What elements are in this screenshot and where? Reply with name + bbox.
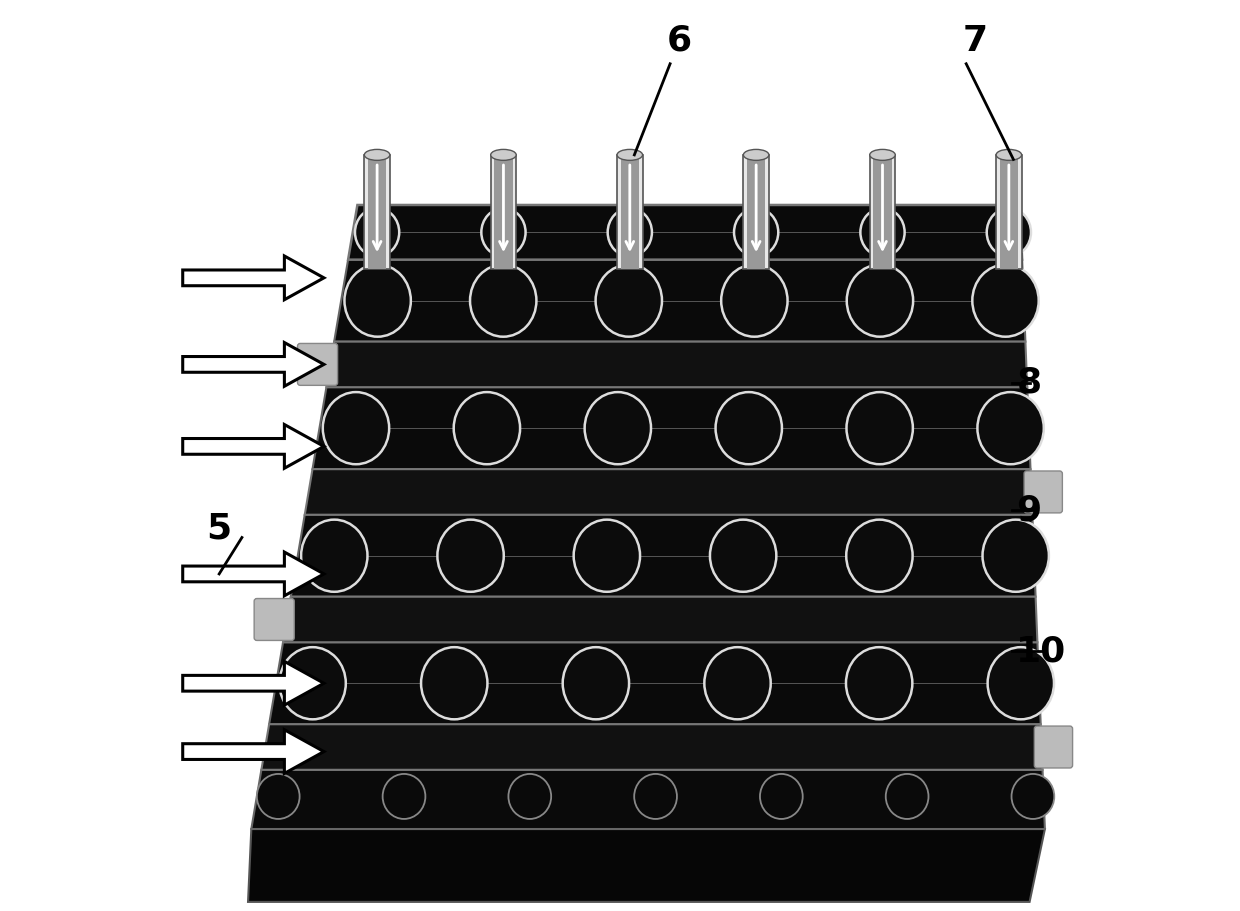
Ellipse shape [996,149,1022,160]
Ellipse shape [618,149,642,160]
Bar [495,155,512,269]
Ellipse shape [563,647,629,720]
Ellipse shape [301,519,367,592]
Text: 7: 7 [962,24,988,58]
Ellipse shape [704,647,771,720]
Text: 9: 9 [1017,493,1042,527]
Text: 5: 5 [207,511,232,546]
Ellipse shape [715,392,782,465]
Ellipse shape [257,774,300,819]
Ellipse shape [584,392,651,465]
Ellipse shape [595,264,662,337]
Ellipse shape [977,392,1044,465]
Ellipse shape [734,209,779,256]
Bar [746,155,765,269]
Ellipse shape [608,209,652,256]
Ellipse shape [1012,774,1054,819]
FancyBboxPatch shape [298,343,337,385]
Polygon shape [312,387,1030,469]
Ellipse shape [722,264,787,337]
Polygon shape [326,342,1027,387]
Polygon shape [291,515,1035,597]
Ellipse shape [279,647,346,720]
Ellipse shape [846,519,913,592]
Ellipse shape [470,264,537,337]
Ellipse shape [869,149,895,160]
Ellipse shape [574,519,640,592]
Ellipse shape [846,647,913,720]
Ellipse shape [383,774,425,819]
Ellipse shape [491,149,516,160]
Bar [869,155,895,269]
Bar [996,155,1022,269]
Polygon shape [182,552,324,596]
Bar [365,155,389,269]
Polygon shape [305,469,1033,515]
Text: 8: 8 [1017,365,1042,400]
Text: 6: 6 [667,24,692,58]
Ellipse shape [422,647,487,720]
Ellipse shape [345,264,410,337]
Ellipse shape [355,209,399,256]
Polygon shape [269,642,1040,724]
Polygon shape [182,730,324,773]
Ellipse shape [982,519,1049,592]
Bar [491,155,516,269]
FancyBboxPatch shape [1024,471,1063,513]
Polygon shape [262,724,1043,770]
Bar [368,155,386,269]
Bar [873,155,892,269]
Polygon shape [348,205,1022,260]
Ellipse shape [847,264,913,337]
Polygon shape [334,260,1025,342]
Bar [621,155,639,269]
Polygon shape [283,597,1038,642]
Ellipse shape [987,647,1054,720]
Bar [744,155,769,269]
Ellipse shape [972,264,1039,337]
Text: 10: 10 [1017,634,1066,669]
Ellipse shape [481,209,526,256]
Ellipse shape [987,209,1030,256]
Polygon shape [252,770,1045,829]
FancyBboxPatch shape [254,599,294,640]
Polygon shape [182,425,324,468]
Ellipse shape [454,392,520,465]
Ellipse shape [634,774,677,819]
Bar [618,155,642,269]
Ellipse shape [760,774,802,819]
Ellipse shape [365,149,389,160]
Ellipse shape [508,774,551,819]
Ellipse shape [438,519,503,592]
FancyBboxPatch shape [1034,726,1073,768]
Ellipse shape [847,392,913,465]
Ellipse shape [711,519,776,592]
Polygon shape [182,256,324,300]
Polygon shape [182,661,324,705]
Ellipse shape [322,392,389,465]
Ellipse shape [885,774,929,819]
Ellipse shape [861,209,905,256]
Bar [999,155,1018,269]
Polygon shape [182,343,324,386]
Ellipse shape [744,149,769,160]
Polygon shape [248,829,1045,902]
